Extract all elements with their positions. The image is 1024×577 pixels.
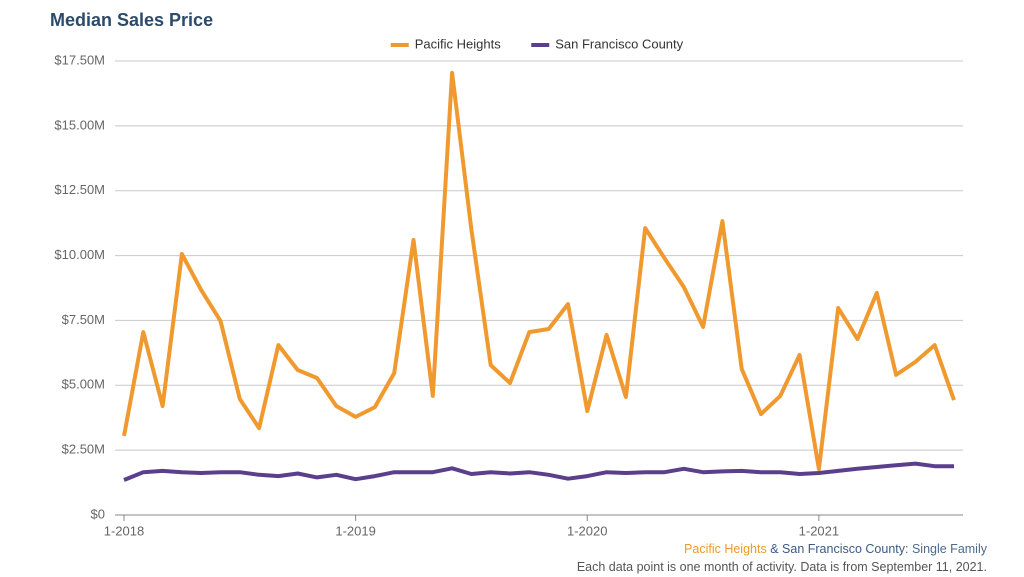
footnote-part: San Francisco County [782,542,906,556]
footnote-part: & [770,542,779,556]
x-tick-label: 1-2019 [335,523,375,538]
footnote-part: Pacific Heights [684,542,767,556]
legend-label: San Francisco County [555,36,683,51]
chart-title: Median Sales Price [50,10,213,30]
y-tick-label: $15.00M [54,117,105,132]
footnote-part: : Single Family [905,542,987,556]
y-tick-label: $10.00M [54,247,105,262]
footnote: Pacific Heights & San Francisco County: … [577,540,987,576]
y-tick-label: $17.50M [54,52,105,67]
x-tick-label: 1-2020 [567,523,607,538]
note: Each data point is one month of activity… [576,560,987,574]
series-line [123,461,954,482]
series-line [122,70,956,472]
y-tick-label: $5.00M [62,377,105,392]
y-tick-label: $2.50M [62,442,105,457]
x-tick-label: 1-2021 [799,523,839,538]
x-tick-label: 1-2018 [104,523,144,538]
y-tick-label: $12.50M [54,182,105,197]
legend-label: Pacific Heights [415,36,501,51]
footnote-line: Pacific Heights & San Francisco County: … [577,540,987,558]
y-tick-label: $7.50M [62,312,105,327]
y-tick-label: $0 [91,506,105,521]
